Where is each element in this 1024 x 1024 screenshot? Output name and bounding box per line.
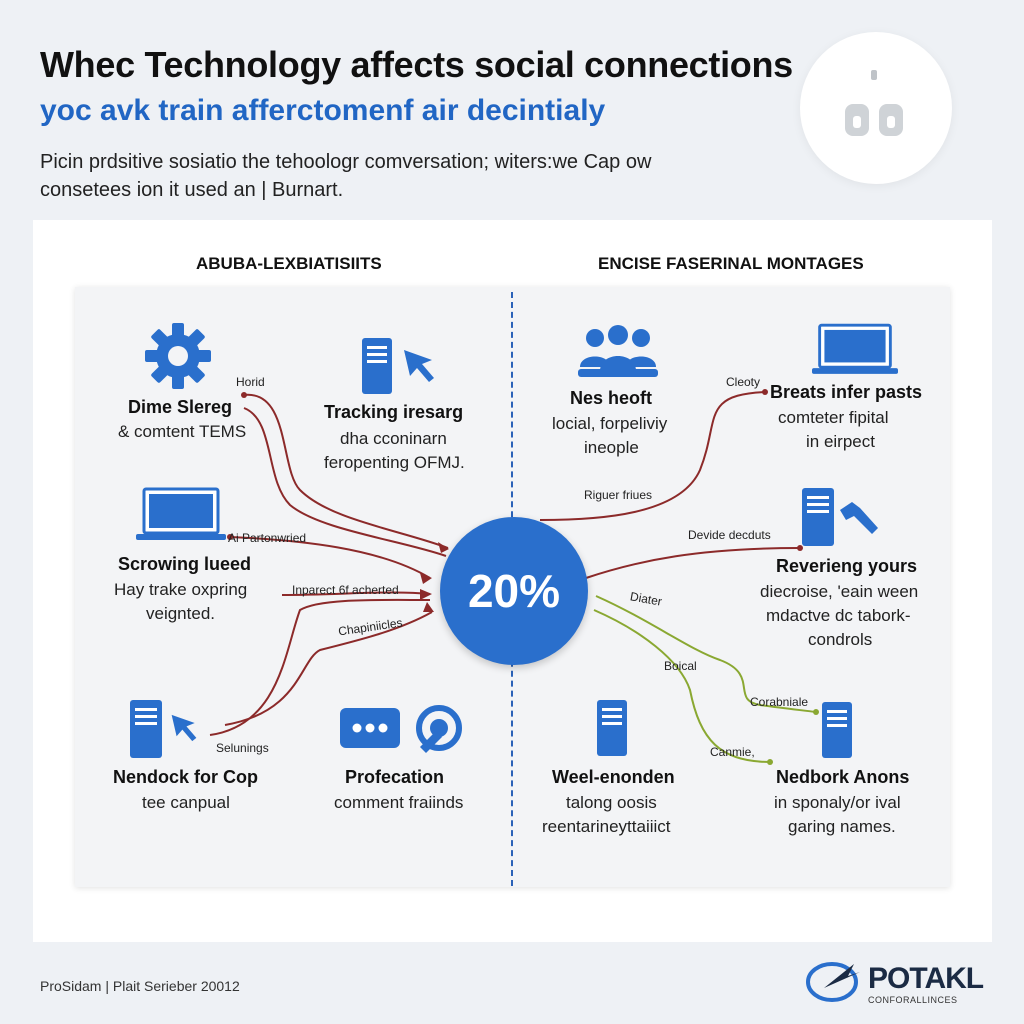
node-tracking-desc-1: dha cconinarn (340, 429, 447, 448)
node-breats-title: Breats infer pasts (770, 382, 923, 402)
connector-selunings-a (209, 598, 431, 736)
node-tracking-title: Tracking iresarg (324, 402, 464, 422)
wrench-icon (840, 502, 878, 534)
server-icon (597, 700, 627, 756)
connector-gear-b (243, 407, 447, 557)
chat-icon (340, 708, 400, 748)
connector-gear (243, 393, 449, 549)
arrowhead (420, 573, 432, 584)
plug-badge (800, 32, 952, 184)
page-subtitle: yoc avk train afferctomenf air decintial… (40, 94, 606, 127)
edge-label-riguer: Riguer friues (584, 488, 653, 502)
server-icon (802, 488, 834, 546)
edge-label-horid: Horid (236, 375, 265, 389)
support-icon (416, 705, 462, 753)
laptop-icon (136, 487, 226, 540)
edge-label-corabniale: Corabniale (750, 695, 809, 709)
node-laptop-desc-2: veignted. (146, 604, 215, 623)
node-profecation-title: Profecation (345, 767, 445, 787)
edge-label-canmie: Canmie, (710, 745, 755, 759)
gear-icon (145, 323, 211, 389)
logo-subtitle: CONFORALLINCES (868, 995, 958, 1005)
connector-dot (241, 392, 247, 398)
node-revereng-desc-2: mdactve dc tabork- (766, 606, 911, 625)
node-nendock-desc: tee canpual (142, 793, 230, 812)
connector-selunings-b (224, 611, 433, 726)
intro-text: Picin prdsitive sosiatio the tehoologr c… (40, 148, 740, 204)
edge-label-partonwried: Ai Partonwried (228, 531, 307, 545)
page-title: Whec Technology affects social connectio… (40, 44, 793, 85)
edge-label-selunings: Selunings (216, 741, 269, 755)
node-people-title: Nes heoft (570, 388, 653, 408)
node-revereng-title: Reverieng yours (776, 556, 918, 576)
arrowhead (420, 589, 432, 600)
logo-name: POTAKL (868, 962, 984, 995)
arrowhead (423, 602, 434, 612)
left-panel-heading: ABUBA-LEXBIATISIITS (196, 254, 382, 273)
node-nendock-title: Nendock for Cop (113, 767, 259, 787)
intro-line-1: Picin prdsitive sosiatio the tehoologr c… (40, 151, 652, 173)
intro-line-2: consetees ion it used an | Burnart. (40, 179, 344, 201)
node-breats-desc-1: comteter fipital (778, 408, 889, 427)
connector-dot (797, 545, 803, 551)
node-weel-desc-2: reentarineyttaiiict (542, 817, 671, 836)
cursor-icon (404, 350, 434, 382)
connector-devide (585, 547, 801, 579)
edge-label-cleoty: Cleoty (726, 375, 761, 389)
node-gear-title: Dime Slereg (128, 397, 233, 417)
connector-diater (595, 595, 817, 713)
connector-dot (767, 759, 773, 765)
edge-label-boical: Boical (664, 659, 697, 673)
connector-inparect (281, 591, 431, 596)
plug-icon (845, 70, 903, 136)
right-panel-heading: ENCISE FASERINAL MONTAGES (598, 254, 864, 273)
cursor-icon (171, 714, 197, 742)
node-people-desc-2: ineople (584, 438, 639, 457)
server-icon (130, 700, 162, 758)
connector-boical (593, 609, 771, 763)
connector-laptop (229, 536, 431, 579)
node-nedbork-desc-2: garing names. (788, 817, 896, 836)
center-stat: 20% (440, 517, 588, 665)
connector-dot (813, 709, 819, 715)
node-people-desc-1: locial, forpeliviy (552, 414, 668, 433)
node-gear-desc: & comtent TEMS (118, 422, 247, 441)
node-weel-title: Weel-enonden (552, 767, 675, 787)
connector-dot (227, 534, 233, 540)
node-nedbork-title: Nedbork Anons (776, 767, 910, 787)
arrowhead (438, 542, 449, 553)
node-laptop-title: Scrowing lueed (118, 554, 252, 574)
connector-breats (539, 391, 766, 521)
people-icon (578, 325, 658, 377)
logo-icon (806, 962, 860, 1002)
node-nedbork-desc-1: in sponaly/or ival (774, 793, 901, 812)
node-profecation-desc: comment fraiinds (334, 793, 464, 812)
edge-label-devide: Devide decduts (688, 528, 771, 542)
node-weel-desc-1: talong oosis (566, 793, 657, 812)
node-laptop-desc-1: Hay trake oxpring (114, 580, 248, 599)
connector-dot (762, 389, 768, 395)
server-icon (362, 338, 392, 394)
footer-credit: ProSidam | Plait Serieber 20012 (40, 978, 240, 994)
node-tracking-desc-2: feropenting OFMJ. (324, 453, 465, 472)
server-icon (822, 702, 852, 758)
node-revereng-desc-3: condrols (808, 630, 873, 649)
edge-label-inparect: Inparect 6f acherted (292, 583, 399, 597)
node-breats-desc-2: in eirpect (806, 432, 875, 451)
node-revereng-desc-1: diecroise, 'eain ween (760, 582, 919, 601)
laptop-icon (812, 323, 898, 374)
